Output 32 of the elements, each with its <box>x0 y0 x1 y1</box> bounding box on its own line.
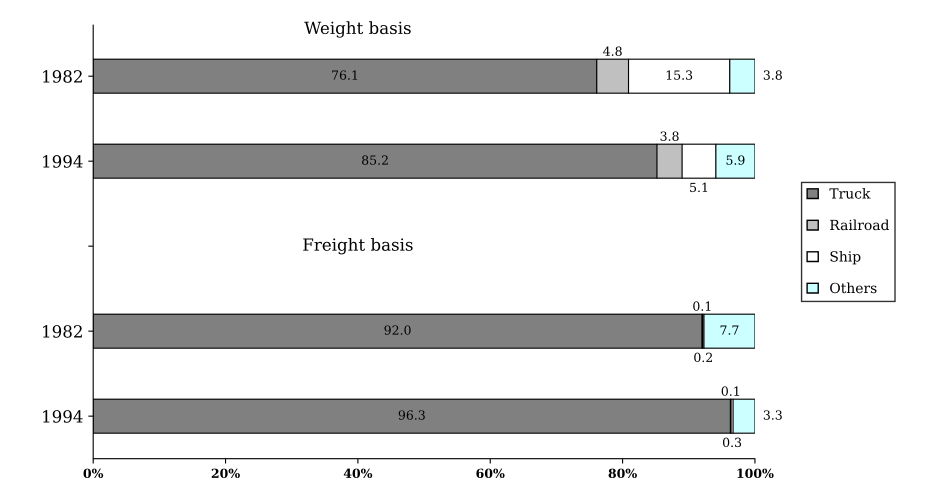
data-label: 92.0 <box>384 325 411 335</box>
y-tick-label: 1982 <box>43 325 82 338</box>
data-label: 3.8 <box>660 131 679 141</box>
y-tick-label: 1982 <box>43 70 82 83</box>
legend-label: Truck <box>829 188 870 199</box>
x-tick-label: 80% <box>608 468 637 478</box>
data-label: 7.7 <box>720 325 738 335</box>
y-tick-label: 1994 <box>43 410 83 423</box>
data-label: 5.1 <box>690 182 708 192</box>
legend-label: Others <box>830 282 877 294</box>
legend-label: Railroad <box>830 219 890 230</box>
data-label: 4.8 <box>603 46 622 56</box>
data-label: 0.1 <box>693 301 710 311</box>
data-label: 3.8 <box>764 70 782 80</box>
data-label: 5.9 <box>726 155 744 165</box>
y-tick-label: 1994 <box>43 155 83 168</box>
data-label: 85.2 <box>362 155 388 165</box>
data-label: 0.3 <box>722 438 742 448</box>
x-tick-label: 0% <box>84 468 104 478</box>
data-label: 0.1 <box>722 386 739 396</box>
data-label: 96.3 <box>398 410 425 420</box>
annotation: Freight basis <box>303 238 413 254</box>
data-label: 0.2 <box>694 352 712 362</box>
x-tick-label: 60% <box>476 468 505 478</box>
x-tick-label: 20% <box>212 468 240 478</box>
x-tick-label: 100% <box>737 468 774 478</box>
data-label: 15.3 <box>666 70 692 80</box>
data-label: 76.1 <box>332 70 358 80</box>
annotation: Weight basis <box>304 21 411 38</box>
legend-label: Ship <box>830 250 860 264</box>
x-tick-label: 40% <box>344 468 372 478</box>
data-label: 3.3 <box>764 410 782 420</box>
